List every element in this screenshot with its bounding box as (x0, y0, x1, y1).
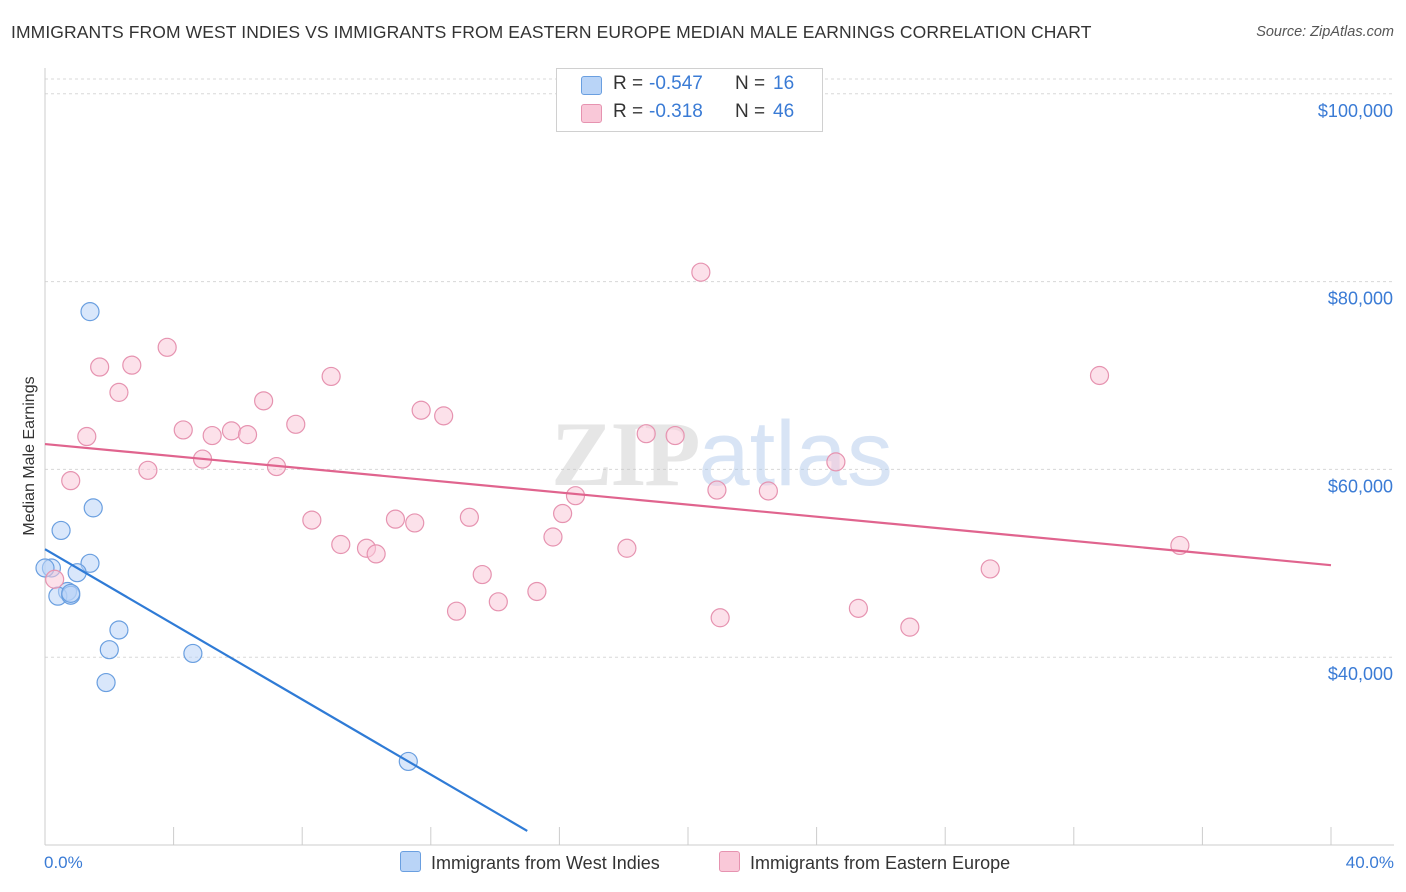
legend-n-label: N = (735, 101, 766, 122)
point-eastern-europe (366, 544, 386, 564)
legend-r-label: R = (613, 73, 644, 94)
chart-source: Source: ZipAtlas.com (1256, 24, 1394, 40)
point-eastern-europe (980, 559, 1000, 579)
point-west-indies (51, 520, 71, 541)
point-eastern-europe (636, 424, 656, 444)
point-eastern-europe (302, 510, 322, 530)
point-west-indies (183, 643, 203, 664)
bottom-legend-label-west-indies: Immigrants from West Indies (431, 853, 660, 873)
legend-n-value-eastern-europe: 46 (773, 101, 795, 122)
stats-legend: R = -0.547 N = 16 R = -0.318 N = 46 (556, 68, 823, 132)
point-west-indies (96, 672, 116, 693)
legend-swatch-eastern-europe (581, 104, 602, 123)
point-eastern-europe (385, 509, 406, 529)
legend-row-west-indies: R = -0.547 N = 16 (557, 71, 822, 99)
point-eastern-europe (45, 569, 65, 589)
bottom-legend-label-eastern-europe: Immigrants from Eastern Europe (750, 853, 1011, 873)
point-eastern-europe (138, 460, 158, 480)
y-tick-label: $60,000 (1328, 476, 1393, 496)
legend-r-label: R = (613, 101, 644, 122)
legend-swatch-west-indies (581, 76, 602, 95)
point-west-indies (83, 498, 103, 518)
point-eastern-europe (434, 406, 454, 426)
point-west-indies (61, 583, 81, 603)
point-eastern-europe (237, 425, 258, 445)
point-west-indies (109, 620, 129, 640)
point-eastern-europe (109, 382, 129, 402)
point-eastern-europe (331, 534, 351, 555)
chart-title: IMMIGRANTS FROM WEST INDIES VS IMMIGRANT… (11, 22, 1092, 42)
data-points (35, 262, 1190, 772)
point-eastern-europe (527, 581, 547, 602)
point-eastern-europe (900, 617, 920, 637)
point-eastern-europe (848, 598, 868, 618)
point-eastern-europe (617, 538, 637, 558)
point-eastern-europe (758, 481, 778, 501)
point-eastern-europe (665, 425, 685, 446)
x-tick-label-max: 40.0% (1345, 853, 1394, 872)
point-eastern-europe (405, 513, 425, 533)
point-eastern-europe (286, 414, 306, 434)
point-eastern-europe (826, 452, 846, 472)
point-eastern-europe (543, 527, 563, 547)
point-eastern-europe (707, 480, 727, 500)
legend-n-label: N = (735, 73, 766, 94)
legend-r-value-eastern-europe: -0.318 (649, 101, 703, 122)
point-eastern-europe (122, 355, 142, 375)
point-eastern-europe (61, 471, 81, 491)
trend-line-eastern-europe (44, 442, 1332, 567)
point-eastern-europe (691, 262, 711, 282)
trend-lines (44, 442, 1332, 832)
point-eastern-europe (459, 507, 479, 527)
point-eastern-europe (202, 425, 222, 446)
legend-r-value-west-indies: -0.547 (649, 73, 703, 94)
y-tick-label: $40,000 (1328, 664, 1393, 684)
point-eastern-europe (411, 400, 431, 420)
trend-line-west-indies (44, 548, 528, 832)
y-tick-label: $80,000 (1328, 289, 1393, 309)
point-west-indies (80, 302, 100, 322)
watermark: ZIPatlas (551, 403, 893, 505)
point-eastern-europe (1089, 365, 1110, 386)
y-tick-labels: $40,000 $60,000 $80,000 $100,000 (1318, 101, 1393, 684)
legend-n-value-west-indies: 16 (773, 73, 795, 94)
point-west-indies (99, 640, 119, 660)
point-eastern-europe (254, 391, 274, 411)
bottom-legend-west-indies: Immigrants from West Indies (400, 851, 660, 874)
bottom-legend-swatch-eastern-europe (719, 851, 740, 872)
point-west-indies (80, 553, 100, 573)
point-eastern-europe (488, 592, 508, 612)
axes (44, 68, 1394, 846)
legend-row-eastern-europe: R = -0.318 N = 46 (557, 99, 822, 127)
bottom-legend-eastern-europe: Immigrants from Eastern Europe (719, 851, 1010, 874)
point-eastern-europe (221, 421, 242, 441)
point-eastern-europe (446, 601, 467, 621)
y-tick-label: $100,000 (1318, 101, 1393, 121)
x-tick-label-min: 0.0% (44, 853, 83, 872)
point-eastern-europe (173, 420, 193, 440)
point-eastern-europe (321, 366, 341, 387)
point-eastern-europe (77, 426, 97, 447)
point-eastern-europe (90, 357, 110, 377)
point-eastern-europe (710, 608, 730, 628)
point-eastern-europe (553, 503, 573, 524)
point-eastern-europe (472, 564, 492, 585)
grid-lines (45, 78, 1394, 658)
point-eastern-europe (157, 337, 177, 357)
bottom-legend-swatch-west-indies (400, 851, 421, 872)
